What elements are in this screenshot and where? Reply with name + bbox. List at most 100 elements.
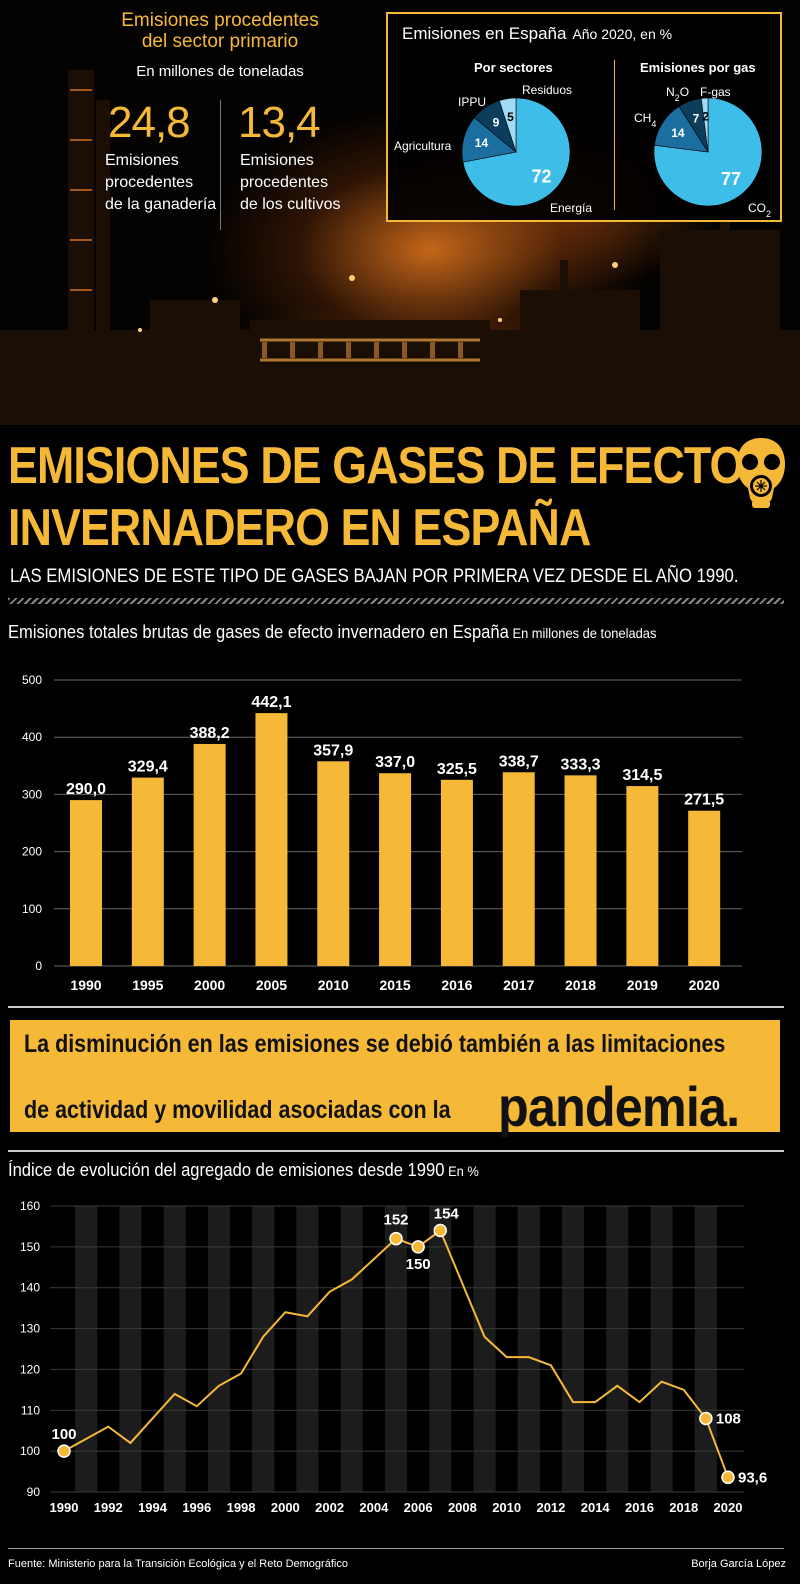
line-highlight-point [433,1223,448,1238]
pie-category-label: IPPU [458,95,486,109]
pie-value-label: 7 [693,111,700,125]
line-x-tick-label: 1992 [94,1500,123,1515]
bar-chart-title-text: Emisiones totales brutas de gases de efe… [8,622,509,642]
line-highlight-label: 93,6 [738,1469,767,1486]
livestock-label: Emisiones procedentes de la ganadería [105,150,216,216]
bar-x-tick-label: 2020 [689,977,720,993]
bar [440,779,473,966]
bar [564,775,597,966]
bar-x-tick-label: 1995 [132,977,163,993]
bar [502,772,535,966]
line-band [694,1206,717,1492]
pie-value-label: 2 [702,109,709,123]
line-highlight-point [411,1240,425,1254]
hero-photo-section: Emisiones procedentes del sector primari… [0,0,800,425]
callout-line1: La disminución en las emisiones se debió… [24,1030,726,1058]
pies-separator [614,60,615,210]
source-note: Fuente: Ministerio para la Transición Ec… [8,1558,348,1570]
pie-category-label: Energía [550,201,592,215]
line-y-tick-label: 90 [27,1485,41,1499]
pie-category-label: CO2 [748,201,771,219]
section-rule [8,1150,784,1152]
livestock-label-line: de la ganadería [105,196,217,213]
line-band [562,1206,585,1492]
bar-y-tick-label: 500 [22,673,42,687]
line-highlight-label: 108 [716,1410,741,1427]
line-band [252,1206,275,1492]
bar [626,786,659,966]
line-x-tick-label: 2002 [315,1500,344,1515]
line-highlight-label: 152 [383,1212,408,1229]
line-band [429,1206,452,1492]
line-x-tick-label: 2000 [271,1500,300,1515]
line-x-tick-label: 1996 [182,1500,211,1515]
line-chart-title-text: Índice de evolución del agregado de emis… [8,1160,445,1180]
bar-chart: 0 100 200 300 400 500 290,0 1990 329,4 1995 388,2 2… [22,673,742,993]
line-band [119,1206,142,1492]
line-y-tick-label: 100 [20,1444,40,1458]
line-x-tick-label: 2014 [581,1500,611,1515]
pies-title-text: Emisiones en España [402,24,567,43]
line-x-tick-label: 1998 [227,1500,256,1515]
line-x-tick-label: 1990 [50,1500,79,1515]
bar-x-tick-label: 2018 [565,977,596,993]
line-x-tick-label: 2012 [536,1500,565,1515]
callout-line2: de actividad y movilidad asociadas con l… [24,1096,451,1124]
line-chart: 90 100 110 120 130 140 150 160 1990 1992 1994 1996 1… [20,1199,767,1515]
primary-sector-title-line2: del sector primario [141,31,299,52]
pie-gases-title: Emisiones por gas [640,60,756,75]
line-band [606,1206,629,1492]
line-highlight-label: 150 [406,1256,431,1273]
bar-x-tick-label: 1990 [70,977,101,993]
bar-value-label: 329,4 [128,759,168,776]
line-band [340,1206,363,1492]
line-highlight-point [389,1231,403,1246]
hatch-divider [8,598,784,604]
bar-y-tick-label: 200 [22,845,42,859]
line-chart-subtitle: En % [448,1163,479,1179]
pie-sectors-title: Por sectores [474,60,553,75]
bar [255,713,288,966]
bar-x-tick-label: 2010 [318,977,349,993]
footer-rule [8,1548,784,1549]
pies-title: Emisiones en España Año 2020, en % [402,24,672,44]
bar-value-label: 333,3 [561,756,601,773]
pie-category-label: Residuos [522,83,572,97]
bar-value-label: 314,5 [622,767,662,784]
pie-category-label: CH4 [634,111,656,129]
line-band [163,1206,186,1492]
bar-chart-title: Emisiones totales brutas de gases de efe… [8,622,656,643]
line-x-tick-label: 2010 [492,1500,521,1515]
line-x-tick-label: 2006 [404,1500,433,1515]
pie-value-label: 9 [493,116,500,130]
line-highlight-label: 154 [434,1206,460,1223]
line-band [384,1206,408,1492]
bar-x-tick-label: 2015 [380,977,411,993]
line-band [207,1206,230,1492]
bar-y-tick-label: 100 [22,902,42,916]
line-band [75,1206,98,1492]
pie-slice [498,97,517,153]
pie-category-label: F-gas [700,85,731,99]
line-band [517,1206,540,1492]
pandemic-callout: La disminución en las emisiones se debió… [10,1020,780,1138]
pie-slice [700,97,709,153]
crops-label: Emisiones procedentes de los cultivos [240,150,341,216]
bar-value-label: 442,1 [251,694,291,711]
line-y-tick-label: 120 [20,1362,40,1376]
emissions-pies-box: Emisiones en España Año 2020, en % Por se… [386,12,782,222]
bar-y-tick-label: 0 [35,959,42,973]
pie-value-label: 77 [721,169,741,189]
line-x-tick-label: 1994 [138,1500,168,1515]
line-x-tick-label: 2008 [448,1500,477,1515]
crops-label-line: de los cultivos [240,196,341,213]
line-band [296,1206,319,1492]
bar-x-tick-label: 2005 [256,977,287,993]
bar-x-tick-label: 2017 [503,977,534,993]
section-rule [8,1006,784,1008]
line-x-tick-label: 2004 [359,1500,389,1515]
bar [131,777,164,966]
callout-emphasis: pandemia. [498,1075,740,1138]
primary-sector-title-line1: Emisiones procedentes [121,10,319,31]
